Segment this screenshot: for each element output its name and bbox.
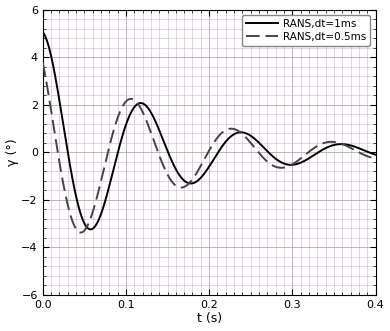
RANS,dt=0.5ms — [363, 154, 368, 158]
RANS,dt=1ms — [183, 179, 188, 183]
Legend: RANS,dt=1ms, RANS,dt=0.5ms: RANS,dt=1ms, RANS,dt=0.5ms — [242, 15, 370, 46]
RANS,dt=0.5ms — [199, 164, 203, 167]
Line: RANS,dt=1ms: RANS,dt=1ms — [43, 32, 376, 229]
Line: RANS,dt=0.5ms: RANS,dt=0.5ms — [43, 63, 376, 233]
RANS,dt=1ms — [199, 176, 203, 180]
RANS,dt=0.5ms — [282, 166, 287, 169]
RANS,dt=1ms — [282, 162, 287, 166]
RANS,dt=0.5ms — [78, 231, 83, 235]
RANS,dt=1ms — [40, 30, 45, 34]
RANS,dt=0.5ms — [346, 145, 351, 149]
RANS,dt=0.5ms — [180, 185, 185, 189]
RANS,dt=0.5ms — [373, 157, 378, 161]
X-axis label: t (s): t (s) — [197, 312, 222, 325]
RANS,dt=0.5ms — [183, 184, 188, 188]
RANS,dt=1ms — [180, 177, 185, 181]
RANS,dt=1ms — [88, 227, 93, 231]
RANS,dt=0.5ms — [40, 61, 45, 65]
RANS,dt=1ms — [373, 153, 378, 157]
RANS,dt=1ms — [363, 149, 368, 153]
RANS,dt=1ms — [346, 143, 351, 147]
Y-axis label: γ (°): γ (°) — [5, 138, 19, 166]
